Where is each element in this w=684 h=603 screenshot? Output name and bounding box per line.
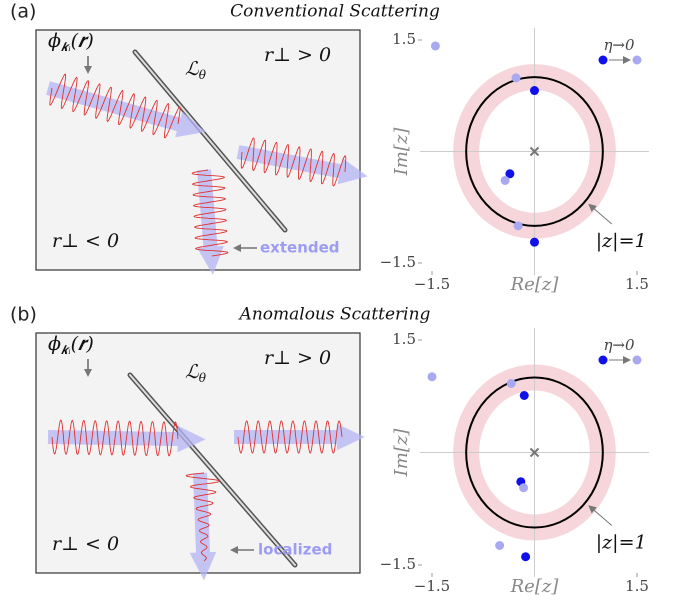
y-tick-label: 1.5 [392, 330, 416, 348]
circle-label: |z|=1 [596, 532, 647, 554]
line-subscript: θ [199, 68, 207, 82]
wavefunction-symbol: ϕ [48, 30, 61, 52]
wavefunction-label: ϕ𝒌ᵢ(𝒓) [48, 333, 94, 357]
circle-label-arrow [590, 205, 612, 224]
x-tick-label: −1.5 [414, 577, 450, 595]
chart: −1.5 1.5 −1.5 1.5 Re[z] Im[z] |z|=1 η→0 [380, 28, 649, 295]
point [521, 552, 530, 561]
upper-region: r⊥ > 0 [264, 347, 331, 369]
x-axis-label: Re[z] [510, 576, 560, 597]
x-tick-label: 1.5 [625, 275, 649, 293]
point [514, 221, 523, 230]
panel-title: Conventional Scattering [230, 2, 440, 22]
figure: (a)Conventional Scatteringϕ𝒌ᵢ(𝒓)ℒθr⊥ > 0… [0, 0, 684, 603]
upper-region: r⊥ > 0 [264, 44, 331, 66]
legend-swatch [599, 56, 608, 65]
y-tick-label: −1.5 [380, 253, 416, 271]
circle-label-arrow [590, 507, 612, 526]
point [507, 379, 516, 388]
legend-label: η→0 [603, 336, 635, 354]
y-tick-label: 1.5 [392, 30, 416, 48]
legend-swatch [633, 56, 642, 65]
x-tick-label: 1.5 [625, 577, 649, 595]
wavefunction-argument: (𝒓) [71, 30, 94, 52]
y-tick-label: −1.5 [380, 555, 416, 573]
y-axis-label: Im[z] [391, 428, 412, 478]
panel-label: (b) [10, 304, 37, 326]
lower-region: r⊥ < 0 [52, 230, 119, 252]
x-tick-label: −1.5 [414, 275, 450, 293]
line-subscript: θ [199, 371, 207, 385]
legend-swatch [633, 356, 642, 365]
wavefunction-argument: (𝒓) [71, 333, 94, 355]
point [428, 372, 437, 381]
point [512, 73, 521, 82]
lower-region: r⊥ < 0 [52, 533, 119, 555]
chart: −1.5 1.5 −1.5 1.5 Re[z] Im[z] |z|=1 η→0 [380, 328, 649, 597]
point [495, 541, 504, 550]
point [530, 238, 539, 247]
y-axis-label: Im[z] [391, 127, 412, 177]
point [501, 176, 510, 185]
wave-label: localized [258, 541, 332, 559]
legend-swatch [599, 356, 608, 365]
wave-label: extended [260, 239, 340, 257]
point [520, 391, 529, 400]
point [519, 483, 528, 492]
point [431, 41, 440, 50]
legend-label: η→0 [603, 36, 635, 54]
wavefunction-label: ϕ𝒌ᵢ(𝒓) [48, 30, 94, 54]
panel-title: Anomalous Scattering [238, 305, 431, 325]
point [530, 86, 539, 95]
circle-label: |z|=1 [596, 230, 647, 252]
x-axis-label: Re[z] [510, 274, 560, 295]
wavefunction-symbol: ϕ [48, 333, 61, 355]
panel-label: (a) [10, 1, 36, 23]
